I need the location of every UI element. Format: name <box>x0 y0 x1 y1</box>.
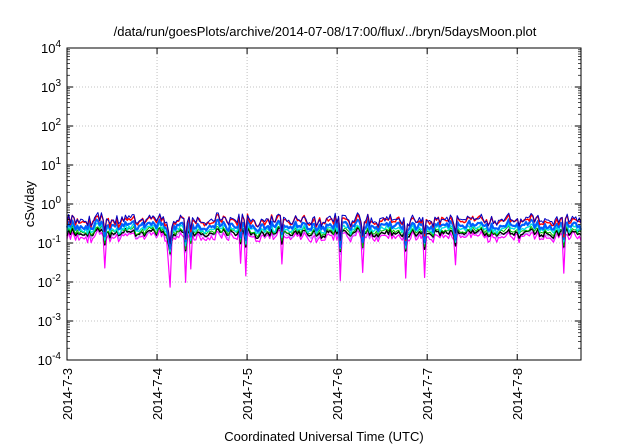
x-tick-label: 2014-7-6 <box>330 368 345 420</box>
plot-frame <box>66 47 582 361</box>
x-axis: 2014-7-3 2014-7-4 2014-7-5 2014-7-6 2014-7-7… <box>60 48 525 420</box>
series-line <box>66 224 582 254</box>
x-tick-label: 2014-7-8 <box>510 368 525 420</box>
series-line <box>66 221 582 253</box>
x-tick-label: 2014-7-3 <box>60 368 75 420</box>
grid <box>67 48 581 360</box>
y-tick-label: 104 <box>41 39 61 56</box>
series-line <box>65 218 583 250</box>
y-tick-label: 10-2 <box>38 273 62 290</box>
x-tick-label: 2014-7-5 <box>240 368 255 420</box>
y-tick-label: 10-3 <box>38 312 62 329</box>
series-line <box>66 228 582 288</box>
y-axis-title: cSv/day <box>22 180 37 227</box>
chart-title: /data/run/goesPlots/archive/2014-07-08/1… <box>114 24 537 39</box>
series-line <box>66 212 582 245</box>
y-tick-label: 100 <box>41 195 61 212</box>
y-tick-label: 10-4 <box>38 351 62 368</box>
series-group <box>65 212 583 288</box>
y-axis: 10-4 10-3 10-2 10-1 100 101 102 103 104 <box>38 39 581 368</box>
y-tick-label: 10-1 <box>38 234 62 251</box>
x-axis-title: Coordinated Universal Time (UTC) <box>224 429 423 444</box>
x-tick-label: 2014-7-4 <box>150 368 165 420</box>
y-tick-label: 101 <box>41 156 61 173</box>
y-tick-label: 103 <box>41 78 61 95</box>
y-tick-label: 102 <box>41 117 61 134</box>
x-tick-label: 2014-7-7 <box>420 368 435 420</box>
